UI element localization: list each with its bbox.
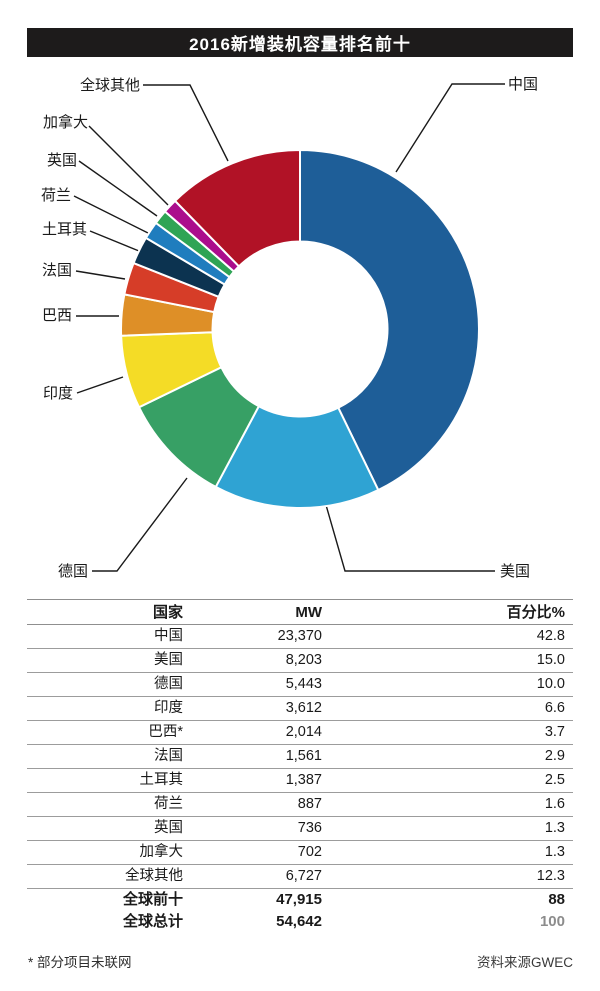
total-pct: 100 xyxy=(539,913,565,930)
table-row: 英国 736 1.3 xyxy=(27,816,573,841)
table-row: 法国 1,561 2.9 xyxy=(27,744,573,769)
footnote: * 部分项目未联网 xyxy=(28,955,132,970)
cell-mw: 1,387 xyxy=(183,768,322,793)
cell-country: 法国 xyxy=(27,744,183,769)
cell-mw: 887 xyxy=(183,792,322,817)
cell-mw: 702 xyxy=(183,840,322,865)
cell-mw: 2,014 xyxy=(183,720,322,745)
cell-mw: 6,727 xyxy=(183,864,322,889)
cell-country: 中国 xyxy=(27,624,183,649)
donut-slice-china xyxy=(299,148,480,492)
slice-label-turkey: 土耳其 xyxy=(41,221,87,238)
slice-label-usa: 美国 xyxy=(500,563,531,580)
slice-label-netherlands: 荷兰 xyxy=(40,187,71,204)
total-mw: 47,915 xyxy=(276,891,322,908)
table-row: 加拿大 702 1.3 xyxy=(27,840,573,865)
slice-label-rest: 全球其他 xyxy=(79,77,140,94)
table-row: 全球前十 47,915 88 xyxy=(27,889,573,912)
table-row: 荷兰 887 1.6 xyxy=(27,792,573,817)
callout-line-france xyxy=(75,270,126,280)
total-label: 全球总计 xyxy=(122,913,183,930)
table-row: 国家 MW 百分比% xyxy=(27,599,573,625)
data-table: 国家 MW 百分比% 中国 23,370 42.8 美国 8,203 15.0 德国 5,443 10… xyxy=(27,599,573,933)
cell-pct: 2.5 xyxy=(322,768,573,793)
slice-label-brazil: 巴西 xyxy=(41,307,72,324)
cell-mw: 1,561 xyxy=(183,744,322,769)
table-row: 印度 3,612 6.6 xyxy=(27,696,573,721)
slice-label-germany: 德国 xyxy=(58,563,89,580)
slice-label-canada: 加拿大 xyxy=(42,114,88,131)
cell-country: 美国 xyxy=(27,648,183,673)
cell-mw: 8,203 xyxy=(183,648,322,673)
cell-mw: 3,612 xyxy=(183,696,322,721)
callout-line-uk xyxy=(78,160,158,217)
callout-line-usa xyxy=(325,504,495,572)
table-row: 德国 5,443 10.0 xyxy=(27,672,573,697)
cell-mw: 23,370 xyxy=(183,624,322,649)
slice-label-uk: 英国 xyxy=(46,152,77,169)
total-pct: 88 xyxy=(548,891,565,908)
callout-line-india xyxy=(76,376,124,394)
callout-line-netherlands xyxy=(73,195,151,235)
cell-country: 土耳其 xyxy=(27,768,183,793)
callout-line-turkey xyxy=(89,230,140,252)
table-row: 巴西* 2,014 3.7 xyxy=(27,720,573,745)
chart-title: 2016新增装机容量排名前十 xyxy=(189,35,411,54)
total-label: 全球前十 xyxy=(122,891,183,908)
table-row: 全球总计 54,642 100 xyxy=(27,911,573,933)
cell-pct: 1.6 xyxy=(322,792,573,817)
cell-country: 巴西* xyxy=(27,720,183,745)
slice-label-france: 法国 xyxy=(41,262,72,279)
cell-pct: 3.7 xyxy=(322,720,573,745)
cell-country: 英国 xyxy=(27,816,183,841)
cell-pct: 42.8 xyxy=(322,624,573,649)
callout-line-rest xyxy=(143,84,229,162)
source-credit: 资料来源GWEC xyxy=(477,955,573,970)
cell-pct: 15.0 xyxy=(322,648,573,673)
cell-pct: 2.9 xyxy=(322,744,573,769)
cell-pct: 10.0 xyxy=(322,672,573,697)
table-row: 中国 23,370 42.8 xyxy=(27,624,573,649)
cell-country: 德国 xyxy=(27,672,183,697)
cell-mw: 736 xyxy=(183,816,322,841)
cell-country: 全球其他 xyxy=(27,864,183,889)
cell-country: 加拿大 xyxy=(27,840,183,865)
chart-title-bar: 2016新增装机容量排名前十 xyxy=(27,28,573,57)
cell-mw: 5,443 xyxy=(183,672,322,697)
col-header-pct: 百分比% xyxy=(322,599,573,625)
callout-line-canada xyxy=(88,125,169,206)
callout-line-china xyxy=(395,83,505,173)
total-mw: 54,642 xyxy=(276,913,322,930)
slice-label-india: 印度 xyxy=(42,385,73,402)
cell-pct: 6.6 xyxy=(322,696,573,721)
donut-slice-rest xyxy=(173,148,301,268)
cell-country: 印度 xyxy=(27,696,183,721)
data-table-wrap: 国家 MW 百分比% 中国 23,370 42.8 美国 8,203 15.0 德国 5,443 10… xyxy=(27,599,573,933)
cell-pct: 1.3 xyxy=(322,840,573,865)
table-row: 美国 8,203 15.0 xyxy=(27,648,573,673)
cell-country: 荷兰 xyxy=(27,792,183,817)
col-header-mw: MW xyxy=(183,599,322,625)
table-row: 全球其他 6,727 12.3 xyxy=(27,864,573,889)
cell-pct: 12.3 xyxy=(322,864,573,889)
callout-line-germany xyxy=(92,477,188,572)
slice-label-china: 中国 xyxy=(508,76,539,93)
cell-pct: 1.3 xyxy=(322,816,573,841)
table-row: 土耳其 1,387 2.5 xyxy=(27,768,573,793)
col-header-country: 国家 xyxy=(27,599,183,625)
donut-slice-usa xyxy=(214,404,380,509)
